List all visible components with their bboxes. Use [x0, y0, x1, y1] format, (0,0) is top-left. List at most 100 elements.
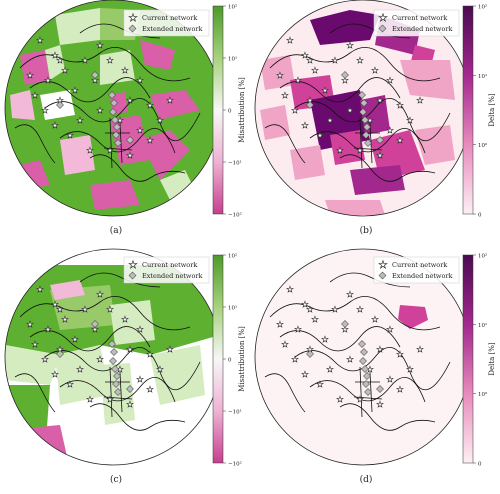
- panel-d: ★ ★ ★ ★ ★ ★ ★ ★ ★ ★ ★ ★ ★ ★ ★ ★ ★ ★ ★ ★ ★ ★ ★ ★ ★ ★ ★ ★ ★ ★ ★ Current…: [250, 245, 500, 490]
- station-diamond-icon: [376, 385, 384, 393]
- region-patch: [60, 135, 95, 175]
- station-star-icon: ★: [376, 96, 383, 105]
- caption-c: (c): [109, 475, 123, 485]
- legend-diamond-icon: [378, 271, 387, 280]
- station-diamond-icon: [112, 131, 120, 139]
- station-star-icon: ★: [294, 325, 301, 334]
- colorbar-b-tick: 10⁰: [478, 142, 488, 149]
- station-star-icon: ★: [386, 76, 393, 85]
- coastline: [59, 127, 176, 154]
- station-star-icon: ★: [416, 345, 423, 354]
- colorbar-a-tick: 0: [228, 109, 232, 115]
- station-star-icon: ★: [356, 395, 363, 404]
- station-star-icon: ★: [36, 285, 43, 294]
- colorbar-c-tick: 10²: [228, 253, 237, 260]
- station-star-icon: ★: [71, 335, 78, 344]
- station-star-icon: ★: [136, 325, 143, 334]
- station-diamond-icon: [126, 136, 134, 144]
- colorbar-c-tick: 10¹: [228, 305, 237, 312]
- legend-current-label: Current network: [392, 14, 447, 22]
- legend-diamond-icon: [378, 24, 387, 33]
- region-patch: [350, 165, 405, 195]
- station-star-icon: ★: [44, 76, 51, 85]
- station-star-icon: ★: [126, 345, 133, 354]
- legend-star-icon: ★: [379, 13, 388, 24]
- coastline: [329, 23, 411, 39]
- colorbar-c-tick: −10¹: [228, 409, 242, 416]
- station-star-icon: ★: [121, 315, 128, 324]
- station-diamond-icon: [91, 71, 99, 79]
- station-diamond-icon: [358, 91, 366, 99]
- station-star-icon: ★: [51, 300, 58, 309]
- colorbar-c-tick: −10²: [228, 461, 242, 468]
- station-diamond-icon: [359, 108, 367, 116]
- station-star-icon: ★: [291, 355, 298, 364]
- station-star-icon: ★: [106, 146, 113, 155]
- colorbar-a-bar: [212, 5, 224, 215]
- coastline: [14, 373, 56, 413]
- legend-diamond-icon: [128, 271, 137, 280]
- panel-b: ★ ★ ★ ★ ★ ★ ★ ★ ★ ★ ★ ★ ★ ★ ★ ★ ★ ★ ★ ★ ★ ★ ★ ★ ★ ★ ★ ★ ★ ★ ★ Current…: [250, 0, 500, 245]
- caption-d: (d): [359, 475, 373, 485]
- coastline: [89, 154, 186, 182]
- station-star-icon: ★: [126, 151, 133, 160]
- station-star-icon: ★: [326, 116, 333, 125]
- coastline: [44, 346, 201, 391]
- station-star-icon: ★: [301, 300, 308, 309]
- station-star-icon: ★: [306, 96, 313, 105]
- station-diamond-icon: [360, 99, 368, 107]
- coastline: [294, 346, 451, 391]
- station-star-icon: ★: [276, 320, 283, 329]
- station-star-icon: ★: [376, 345, 383, 354]
- map-d: ★★★★★★★★★★★★★★★★★★★★★ ★★★★★★★★★ ★ Current…: [254, 248, 496, 468]
- station-star-icon: ★: [286, 36, 293, 45]
- station-star-icon: ★: [56, 345, 63, 354]
- station-star-icon: ★: [356, 146, 363, 155]
- station-diamond-icon: [56, 101, 64, 109]
- coastline: [29, 326, 151, 352]
- legend-b: ★ Current network Extended network: [373, 9, 460, 37]
- map-c: ★★★★★★★★★★★★★★★★★★★★★ ★★★★★★★★★ ★ Current…: [4, 248, 246, 468]
- station-diamond-icon: [358, 340, 366, 348]
- station-diamond-icon: [363, 123, 371, 131]
- station-star-icon: ★: [166, 96, 173, 105]
- station-star-icon: ★: [366, 365, 373, 374]
- station-star-icon: ★: [331, 305, 338, 314]
- station-star-icon: ★: [146, 136, 153, 145]
- colorbar-b-label: Delta [%]: [488, 93, 496, 127]
- colorbar-b-bar: [462, 5, 474, 215]
- station-star-icon: ★: [294, 76, 301, 85]
- colorbar-a-tick: 10²: [228, 4, 237, 11]
- station-star-icon: ★: [301, 370, 308, 379]
- station-star-icon: ★: [281, 91, 288, 100]
- coastline: [29, 77, 151, 103]
- legend-extended-label: Extended network: [142, 25, 203, 33]
- coastline: [329, 272, 411, 288]
- station-star-icon: ★: [331, 56, 338, 65]
- station-star-icon: ★: [51, 370, 58, 379]
- station-star-icon: ★: [311, 66, 318, 75]
- coastline: [339, 403, 436, 431]
- legend-star-icon: ★: [129, 13, 138, 24]
- colorbar-d-label: Delta [%]: [488, 342, 496, 376]
- station-star-icon: ★: [321, 86, 328, 95]
- station-star-icon: ★: [96, 106, 103, 115]
- station-diamond-icon: [361, 116, 369, 124]
- station-star-icon: ★: [91, 76, 98, 85]
- station-star-icon: ★: [416, 96, 423, 105]
- region-patch: [325, 200, 385, 215]
- station-star-icon: ★: [386, 126, 393, 135]
- region-patch: [415, 125, 455, 165]
- legend-current-label: Current network: [142, 14, 197, 22]
- region-patch: [50, 280, 85, 300]
- region-patch: [45, 45, 65, 80]
- station-diamond-icon: [360, 348, 368, 356]
- station-star-icon: ★: [276, 71, 283, 80]
- station-star-icon: ★: [31, 340, 38, 349]
- station-diamond-icon: [113, 123, 121, 131]
- station-star-icon: ★: [56, 305, 63, 314]
- station-star-icon: ★: [311, 315, 318, 324]
- station-star-icon: ★: [56, 56, 63, 65]
- station-star-icon: ★: [106, 395, 113, 404]
- region-patch: [260, 105, 290, 140]
